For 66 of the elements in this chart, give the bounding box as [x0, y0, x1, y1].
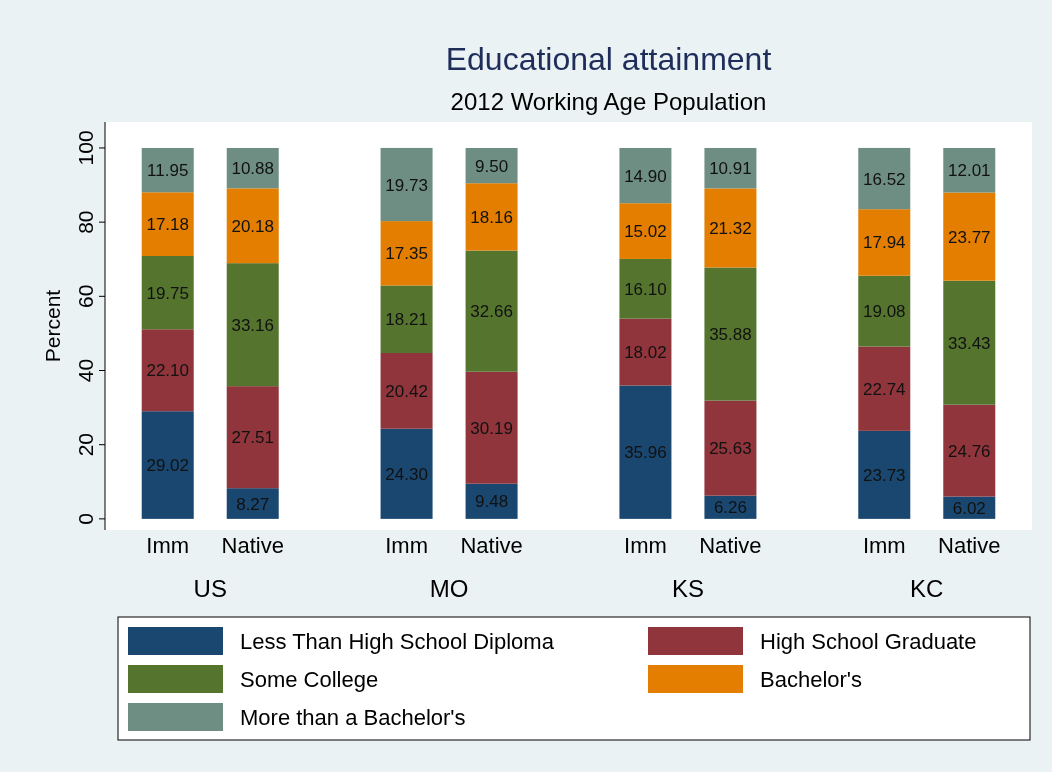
legend-label: Bachelor's	[760, 667, 863, 692]
data-label: 17.18	[146, 215, 189, 235]
legend-label: High School Graduate	[760, 629, 977, 654]
data-label: 32.66	[470, 302, 513, 322]
data-label: 24.76	[948, 441, 991, 461]
data-label: 18.02	[624, 343, 667, 363]
data-label: 23.77	[948, 227, 991, 247]
data-label: 17.35	[385, 244, 428, 264]
x-tick-label: Imm	[146, 533, 190, 558]
data-label: 24.30	[385, 464, 428, 484]
data-label: 9.50	[475, 156, 509, 176]
data-label: 33.43	[948, 333, 991, 353]
data-label: 30.19	[470, 418, 513, 438]
data-label: 11.95	[147, 161, 189, 181]
y-tick-label: 100	[74, 130, 97, 166]
text: KC	[910, 575, 944, 602]
data-label: 18.21	[385, 310, 428, 330]
data-label: 16.52	[863, 169, 906, 189]
data-label: 8.27	[236, 494, 270, 514]
text: KS	[671, 575, 704, 602]
y-tick-label: 60	[74, 284, 97, 309]
data-label: 22.74	[863, 379, 906, 399]
x-tick-label: Native	[938, 533, 1001, 558]
data-label: 10.88	[231, 159, 274, 179]
y-tick-label: 0	[74, 513, 97, 525]
x-tick-label: Imm	[385, 533, 428, 558]
data-label: 33.16	[231, 315, 274, 335]
text: US	[193, 575, 227, 602]
data-label: 29.02	[146, 456, 189, 476]
data-label: 19.73	[385, 175, 428, 195]
data-label: 25.63	[709, 439, 752, 459]
legend-label: More than a Bachelor's	[240, 705, 466, 730]
x-tick-label: Native	[699, 533, 762, 558]
x-tick-label: Native	[460, 533, 523, 558]
data-label: 10.91	[709, 159, 752, 179]
legend-label: Some College	[240, 667, 379, 692]
data-label: 19.75	[146, 283, 189, 303]
data-label: 35.96	[624, 443, 667, 463]
data-label: 18.16	[470, 207, 513, 227]
y-tick-label: 40	[74, 358, 97, 383]
data-label: 6.26	[713, 498, 747, 518]
chart-title: Educational attainment	[445, 41, 772, 77]
data-label: 20.42	[385, 381, 428, 401]
data-label: 15.02	[624, 222, 667, 242]
y-axis-title: Percent	[41, 289, 64, 363]
data-label: 12.01	[948, 161, 991, 181]
data-label: 20.18	[231, 216, 274, 236]
x-tick-label: Imm	[624, 533, 667, 558]
legend-label: Less Than High School Diploma	[240, 629, 555, 654]
data-label: 6.02	[952, 498, 986, 518]
data-label: 21.32	[709, 218, 752, 238]
data-label: 19.08	[863, 302, 906, 322]
data-label: 22.10	[146, 361, 189, 381]
data-label: 9.48	[475, 492, 509, 512]
x-tick-label: Imm	[862, 533, 906, 558]
data-label: 16.10	[624, 279, 667, 299]
data-label: 23.73	[863, 465, 906, 485]
data-label: 27.51	[231, 428, 274, 448]
x-tick-label: Native	[221, 533, 284, 558]
y-tick-label: 20	[74, 433, 97, 457]
data-label: 35.88	[709, 325, 752, 345]
text: MO	[429, 575, 469, 602]
data-label: 14.90	[624, 166, 667, 186]
chart-subtitle: 2012 Working Age Population	[450, 88, 767, 115]
y-tick-label: 80	[74, 210, 97, 234]
data-label: 17.94	[863, 233, 906, 253]
